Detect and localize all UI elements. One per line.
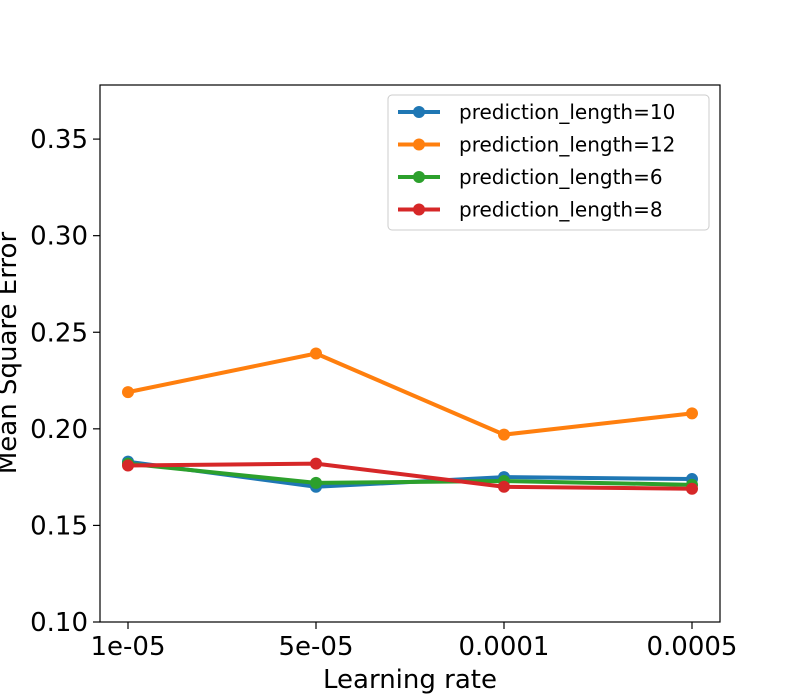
legend-label: prediction_length=6 — [459, 165, 663, 189]
series-prediction_length=12 — [122, 347, 698, 441]
legend-marker — [413, 203, 425, 216]
legend-item: prediction_length=12 — [398, 133, 675, 157]
y-tick-label: 0.15 — [30, 511, 88, 541]
data-point — [122, 386, 134, 399]
y-tick-label: 0.10 — [30, 608, 88, 638]
x-tick-label: 0.0001 — [459, 632, 550, 662]
x-axis: 1e-05 5e-05 0.0001 0.0005 — [90, 622, 737, 662]
data-point — [498, 480, 510, 493]
legend: prediction_length=10 prediction_length=12… — [387, 94, 710, 231]
data-point — [686, 482, 698, 495]
data-point — [310, 476, 322, 489]
x-tick-label: 1e-05 — [90, 632, 165, 662]
legend-label: prediction_length=8 — [459, 198, 663, 222]
legend-label: prediction_length=12 — [459, 133, 675, 157]
x-axis-label: Learning rate — [323, 665, 497, 695]
legend-marker — [413, 106, 425, 118]
series-line — [126, 461, 694, 491]
data-point — [122, 459, 134, 472]
legend-item: prediction_length=6 — [398, 165, 663, 189]
series-prediction_length=8 — [122, 457, 698, 495]
legend-marker — [413, 138, 425, 151]
data-point — [686, 407, 698, 420]
x-tick-label: 5e-05 — [278, 632, 353, 662]
y-axis-label: Mean Square Error — [0, 232, 23, 475]
y-tick-label: 0.35 — [30, 125, 88, 155]
data-point — [498, 428, 510, 441]
legend-label: prediction_length=10 — [459, 100, 675, 124]
legend-box — [387, 94, 710, 231]
y-tick-label: 0.20 — [30, 415, 88, 445]
plot-area-frame — [99, 84, 721, 623]
series-line — [126, 461, 694, 487]
y-tick-label: 0.30 — [30, 222, 88, 252]
data-point — [310, 347, 322, 360]
y-tick-label: 0.25 — [30, 318, 88, 348]
y-axis: 0.10 0.15 0.20 0.25 0.30 0.35 — [30, 125, 100, 638]
series-layer — [122, 347, 698, 495]
legend-item: prediction_length=8 — [398, 198, 663, 222]
series-line — [126, 351, 694, 437]
legend-item: prediction_length=10 — [398, 100, 675, 124]
legend-marker — [413, 171, 425, 183]
data-point — [310, 457, 322, 470]
x-tick-label: 0.0005 — [647, 632, 738, 662]
